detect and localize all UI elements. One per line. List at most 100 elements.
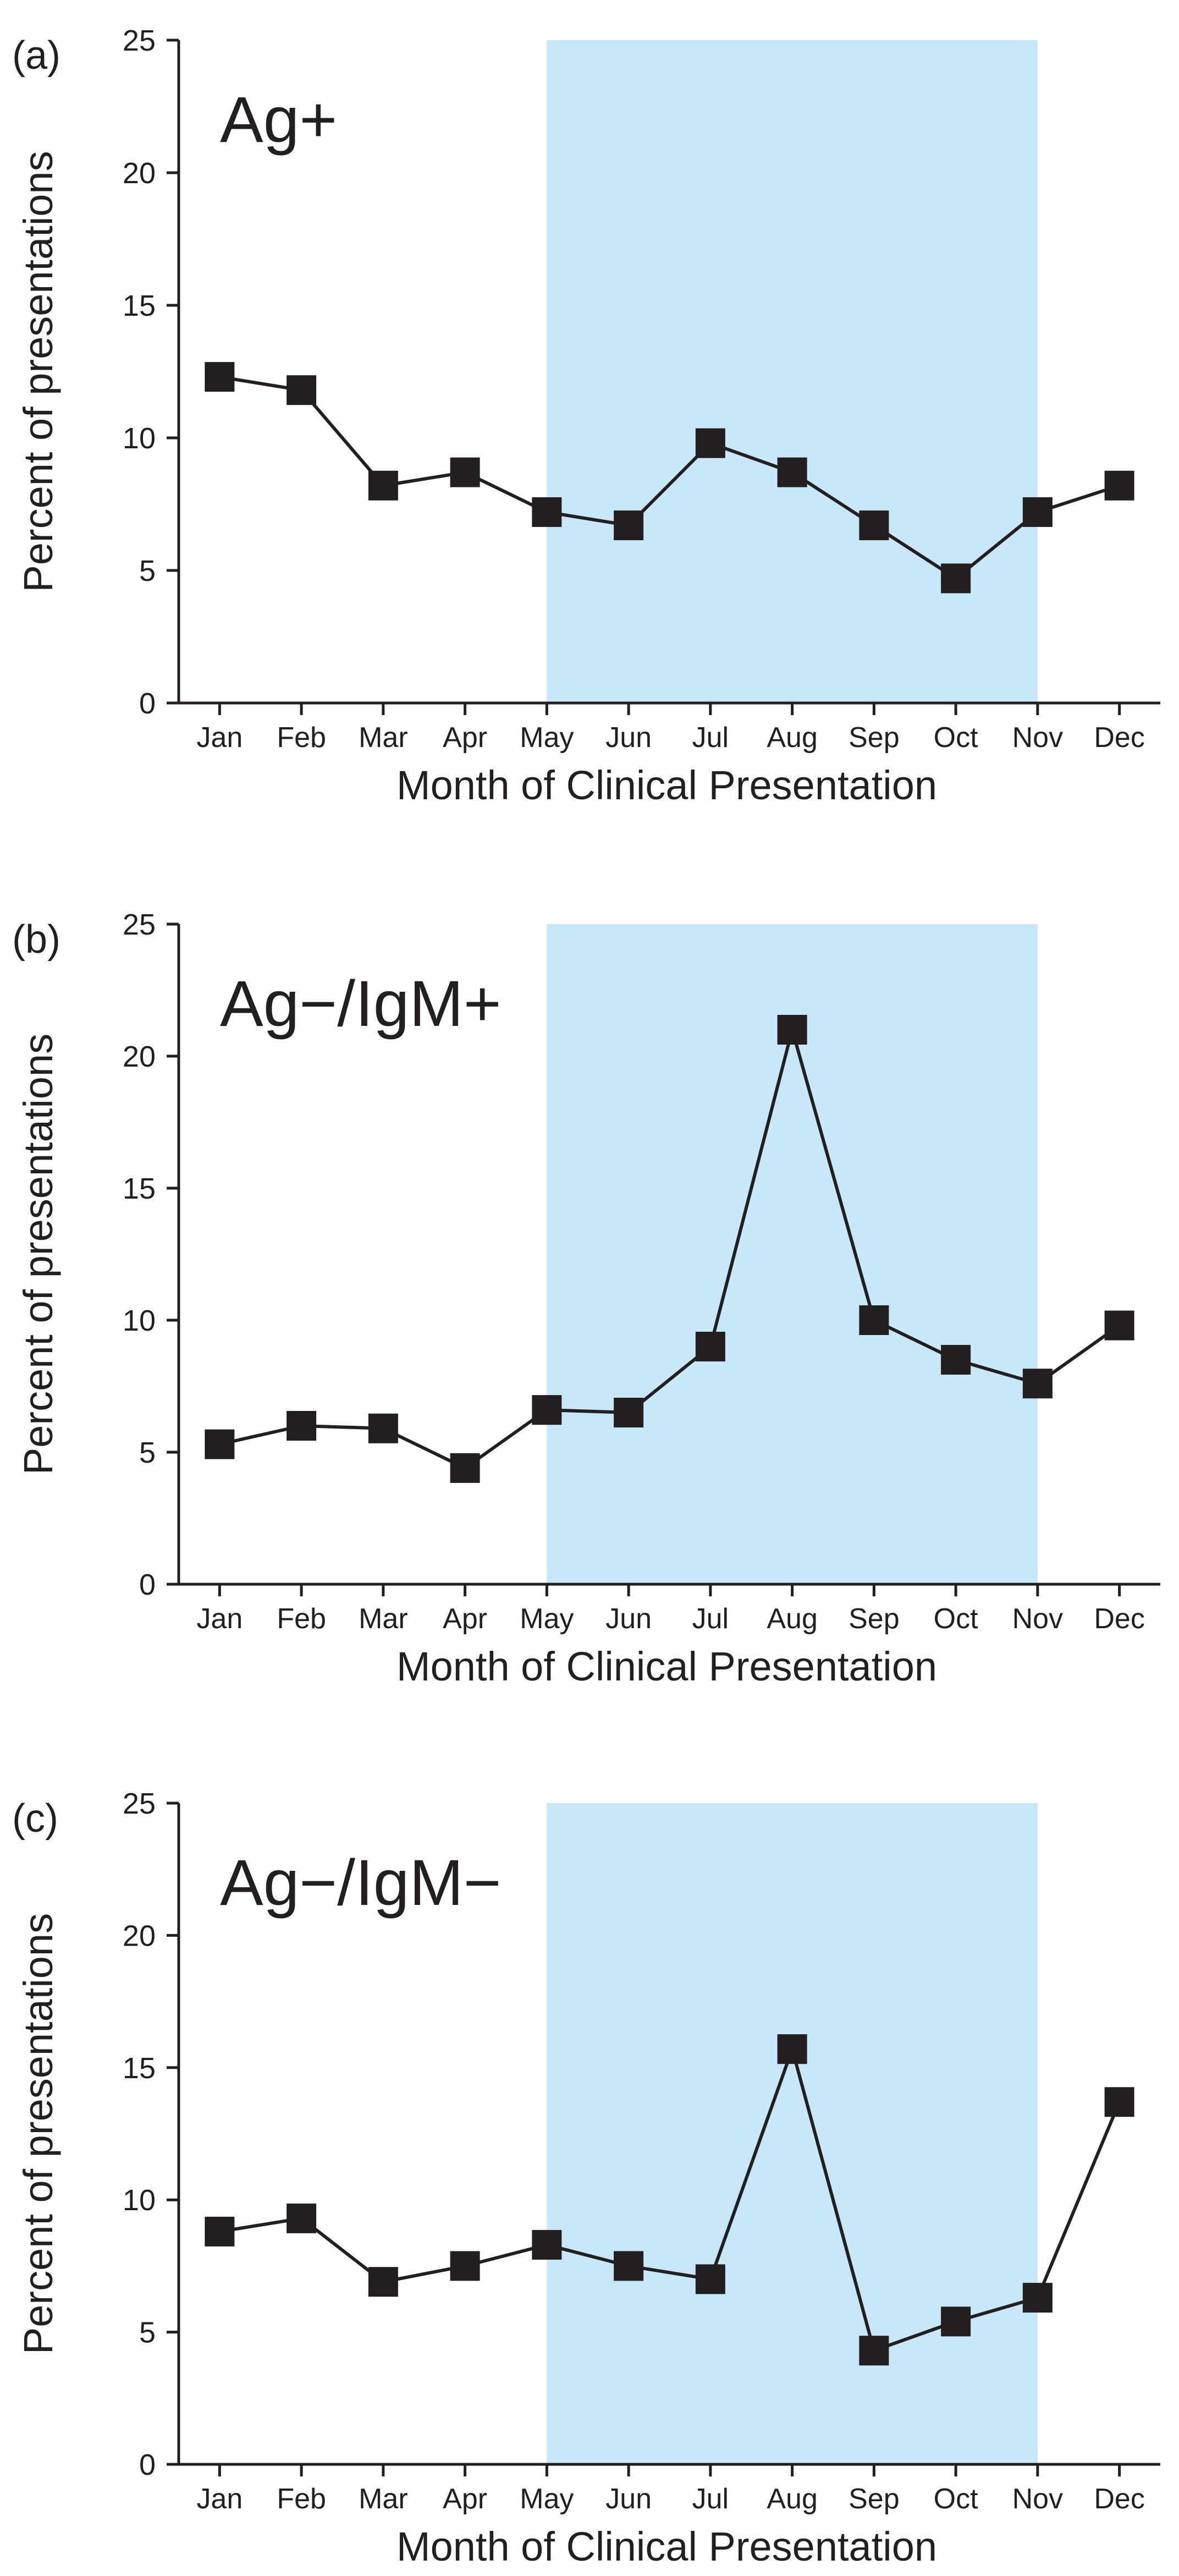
x-tick-label: Dec [1094,722,1144,754]
chart-panel-2: 0 5 10 15 20 25 Jan Feb Mar Apr May Jun Jul Aug Sep Oct… [12,908,1160,1689]
data-point-marker [695,1332,725,1361]
y-tick-label: 25 [123,908,156,941]
data-point-marker [287,2203,317,2233]
shaded-region [547,1803,1038,2464]
series-title: Ag−/IgM− [220,1847,502,1919]
x-tick-label: Oct [934,2483,978,2515]
x-tick-label: Apr [443,722,487,754]
data-point-marker [1104,1310,1134,1341]
x-tick-label: Nov [1012,722,1063,754]
y-tick-label: 0 [139,1568,156,1601]
y-tick-label: 0 [139,687,156,720]
panel-label: (b) [12,918,60,962]
x-tick-label: Jan [196,2483,243,2515]
x-tick-label: Jun [605,1603,652,1635]
data-point-marker [777,2034,807,2064]
x-tick-label: Aug [767,2483,818,2515]
data-point-marker [205,2216,235,2247]
x-tick-label: Nov [1012,1603,1063,1635]
chart-panel-1: 0 5 10 15 20 25 Jan Feb Mar Apr May Jun Jul Aug Sep Oct… [12,24,1160,808]
y-tick-label: 5 [139,1436,156,1469]
data-point-marker [859,1305,889,1335]
x-tick-label: Dec [1094,2483,1144,2515]
data-point-marker [450,457,480,487]
data-point-marker [859,2336,889,2366]
data-point-marker [777,457,807,487]
shaded-region [547,40,1038,703]
data-point-marker [368,2267,398,2297]
data-point-marker [941,2306,971,2337]
x-tick-label: Sep [849,2483,900,2515]
data-point-marker [532,2229,562,2260]
data-point-marker [532,497,562,527]
y-tick-label: 10 [123,422,156,455]
series-title: Ag+ [220,84,337,156]
x-tick-label: Feb [277,722,326,754]
x-tick-label: Mar [359,1603,408,1635]
x-tick-label: Jul [692,2483,729,2515]
x-tick-label: Sep [849,1603,900,1635]
panel-label: (c) [12,1797,58,1841]
y-tick-label: 20 [123,1040,156,1073]
data-point-marker [532,1395,562,1425]
x-tick-label: Feb [277,2483,326,2515]
data-point-marker [941,563,971,594]
y-tick-label: 0 [139,2448,156,2481]
y-axis-title: Percent of presentations [15,1913,61,2354]
data-point-marker [368,1413,398,1443]
x-tick-label: May [520,722,574,754]
data-point-marker [205,362,235,392]
x-tick-label: Jun [605,2483,652,2515]
y-axis-title: Percent of presentations [15,1034,61,1475]
x-tick-label: Aug [767,1603,818,1635]
y-tick-label: 5 [139,2316,156,2349]
data-point-marker [1022,2283,1053,2313]
x-tick-label: Dec [1094,1603,1144,1635]
x-tick-label: Jan [196,1603,243,1635]
x-axis-title: Month of Clinical Presentation [396,2524,937,2569]
y-tick-label: 15 [123,1172,156,1205]
x-tick-label: Sep [849,722,900,754]
y-tick-label: 15 [123,289,156,322]
data-point-marker [1104,470,1134,501]
data-point-marker [614,510,644,541]
y-tick-label: 10 [123,2184,156,2217]
data-point-marker [450,2251,480,2281]
chart-panel-3: 0 5 10 15 20 25 Jan Feb Mar Apr May Jun Jul Aug Sep Oct… [12,1787,1160,2569]
x-tick-label: Apr [443,2483,487,2515]
data-point-marker [941,1345,971,1375]
y-tick-label: 15 [123,2052,156,2085]
x-tick-label: Mar [359,2483,408,2515]
x-tick-label: Aug [767,722,818,754]
y-tick-label: 20 [123,1919,156,1952]
x-tick-label: Oct [934,722,978,754]
y-tick-label: 5 [139,554,156,587]
y-axis-title: Percent of presentations [15,151,61,592]
y-tick-label: 20 [123,157,156,190]
panel-label: (a) [12,34,60,78]
x-axis-title: Month of Clinical Presentation [396,1644,937,1689]
x-tick-label: Feb [277,1603,326,1635]
data-point-marker [695,428,725,458]
data-point-marker [450,1453,480,1483]
x-tick-label: Nov [1012,2483,1063,2515]
data-point-marker [1104,2087,1134,2117]
data-point-marker [614,2251,644,2281]
y-tick-label: 25 [123,24,156,57]
data-point-marker [1022,1369,1053,1399]
data-point-marker [1022,497,1053,527]
data-point-marker [205,1429,235,1459]
data-point-marker [368,470,398,501]
data-point-marker [695,2264,725,2294]
x-tick-label: Jun [605,722,652,754]
x-tick-label: May [520,1603,574,1635]
y-tick-label: 10 [123,1304,156,1337]
data-point-marker [287,375,317,405]
x-tick-label: Mar [359,722,408,754]
x-tick-label: Jan [196,722,243,754]
data-point-marker [614,1398,644,1427]
x-tick-label: May [520,2483,574,2515]
series-title: Ag−/IgM+ [220,968,502,1040]
